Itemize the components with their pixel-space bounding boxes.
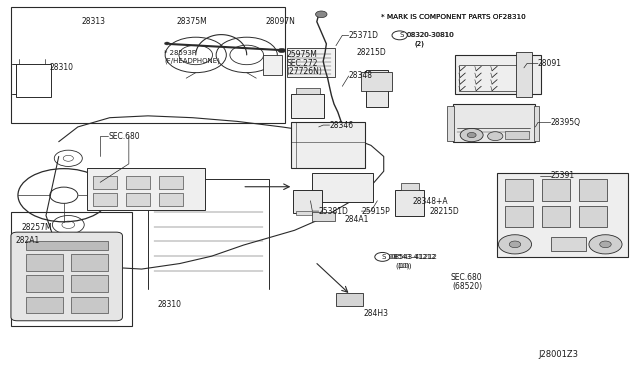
Bar	[26, 254, 63, 270]
Bar	[541, 179, 570, 201]
Bar	[293, 190, 322, 212]
Bar	[455, 55, 541, 94]
Bar	[336, 293, 363, 306]
Text: (2): (2)	[414, 41, 424, 47]
Bar	[72, 275, 108, 292]
Text: S 08543-41212: S 08543-41212	[383, 254, 436, 260]
Text: 25371D: 25371D	[349, 31, 379, 40]
Bar	[497, 173, 628, 257]
Bar	[72, 254, 108, 270]
Bar	[296, 211, 312, 215]
Text: (10): (10)	[395, 262, 410, 269]
Circle shape	[589, 235, 622, 254]
Text: 28346: 28346	[330, 121, 354, 129]
Text: 25391: 25391	[550, 171, 575, 180]
Bar	[159, 176, 183, 189]
Text: * MARK IS COMPONENT PARTS OF28310: * MARK IS COMPONENT PARTS OF28310	[381, 14, 525, 20]
Circle shape	[278, 48, 285, 53]
Bar	[534, 106, 540, 141]
Circle shape	[499, 235, 532, 254]
Bar	[287, 48, 335, 77]
Bar	[26, 241, 108, 250]
Text: * 28593P: * 28593P	[164, 50, 196, 56]
Bar	[11, 212, 132, 326]
Bar	[459, 65, 522, 92]
Bar	[93, 193, 116, 206]
Bar	[93, 176, 116, 189]
Bar	[16, 64, 51, 97]
Circle shape	[316, 11, 327, 17]
Bar	[516, 52, 532, 97]
Text: 282A1: 282A1	[15, 236, 40, 245]
Bar	[312, 212, 335, 221]
Text: 28310: 28310	[49, 63, 73, 72]
Text: (27726N): (27726N)	[287, 67, 323, 76]
Text: 28348+A: 28348+A	[412, 197, 448, 206]
Bar	[395, 190, 424, 216]
Bar	[541, 206, 570, 227]
Circle shape	[467, 132, 476, 138]
Bar	[26, 275, 63, 292]
Bar	[366, 70, 388, 107]
Bar	[296, 88, 320, 94]
Text: J28001Z3: J28001Z3	[538, 350, 578, 359]
Bar	[291, 122, 365, 168]
Text: 08320-30810: 08320-30810	[406, 32, 454, 38]
Bar	[88, 167, 205, 210]
Bar	[125, 176, 150, 189]
Bar	[579, 206, 607, 227]
Bar	[26, 297, 63, 313]
Bar	[579, 179, 607, 201]
Text: SEC.680: SEC.680	[451, 273, 483, 282]
Bar	[11, 7, 285, 123]
Bar	[312, 173, 373, 202]
Text: 28257M: 28257M	[22, 223, 52, 232]
Text: 28395Q: 28395Q	[550, 118, 580, 127]
Text: * MARK IS COMPONENT PARTS OF28310: * MARK IS COMPONENT PARTS OF28310	[381, 14, 525, 20]
Circle shape	[164, 42, 170, 45]
Circle shape	[488, 132, 503, 141]
Bar	[505, 131, 529, 139]
Text: SEC.680: SEC.680	[108, 132, 140, 141]
Text: 08543-41212: 08543-41212	[390, 254, 437, 260]
Text: SEC.272: SEC.272	[287, 58, 318, 68]
Text: 25915P: 25915P	[362, 206, 390, 216]
Circle shape	[460, 128, 483, 142]
Circle shape	[600, 241, 611, 248]
Text: 28310: 28310	[157, 300, 182, 310]
Text: 25381D: 25381D	[319, 206, 349, 216]
Text: (68520): (68520)	[452, 282, 483, 291]
Text: 28313: 28313	[81, 17, 105, 26]
Text: 28215D: 28215D	[357, 48, 387, 57]
Text: 28097N: 28097N	[266, 17, 296, 26]
FancyBboxPatch shape	[11, 232, 122, 321]
Text: (F/HEADPHONE): (F/HEADPHONE)	[164, 58, 220, 64]
Text: 25975M: 25975M	[287, 51, 317, 60]
Circle shape	[509, 241, 521, 248]
Bar	[159, 193, 183, 206]
Bar	[401, 183, 419, 190]
Text: 284H3: 284H3	[364, 309, 388, 318]
Bar	[550, 237, 586, 251]
Bar	[262, 55, 282, 75]
Bar	[72, 297, 108, 313]
Bar	[291, 94, 324, 118]
Text: 28215D: 28215D	[429, 206, 460, 216]
Text: S 08320-30810: S 08320-30810	[399, 32, 454, 38]
Bar	[505, 206, 534, 227]
Bar	[452, 104, 536, 142]
Text: (10): (10)	[397, 262, 412, 269]
Bar	[125, 193, 150, 206]
Circle shape	[338, 124, 348, 130]
Text: 28375M: 28375M	[177, 17, 207, 26]
Bar	[447, 106, 454, 141]
Bar	[505, 179, 534, 201]
Bar	[362, 72, 392, 91]
Text: 28348: 28348	[349, 71, 372, 80]
Text: 28091: 28091	[538, 59, 562, 68]
Text: 284A1: 284A1	[344, 215, 369, 224]
Text: (2): (2)	[414, 40, 424, 47]
